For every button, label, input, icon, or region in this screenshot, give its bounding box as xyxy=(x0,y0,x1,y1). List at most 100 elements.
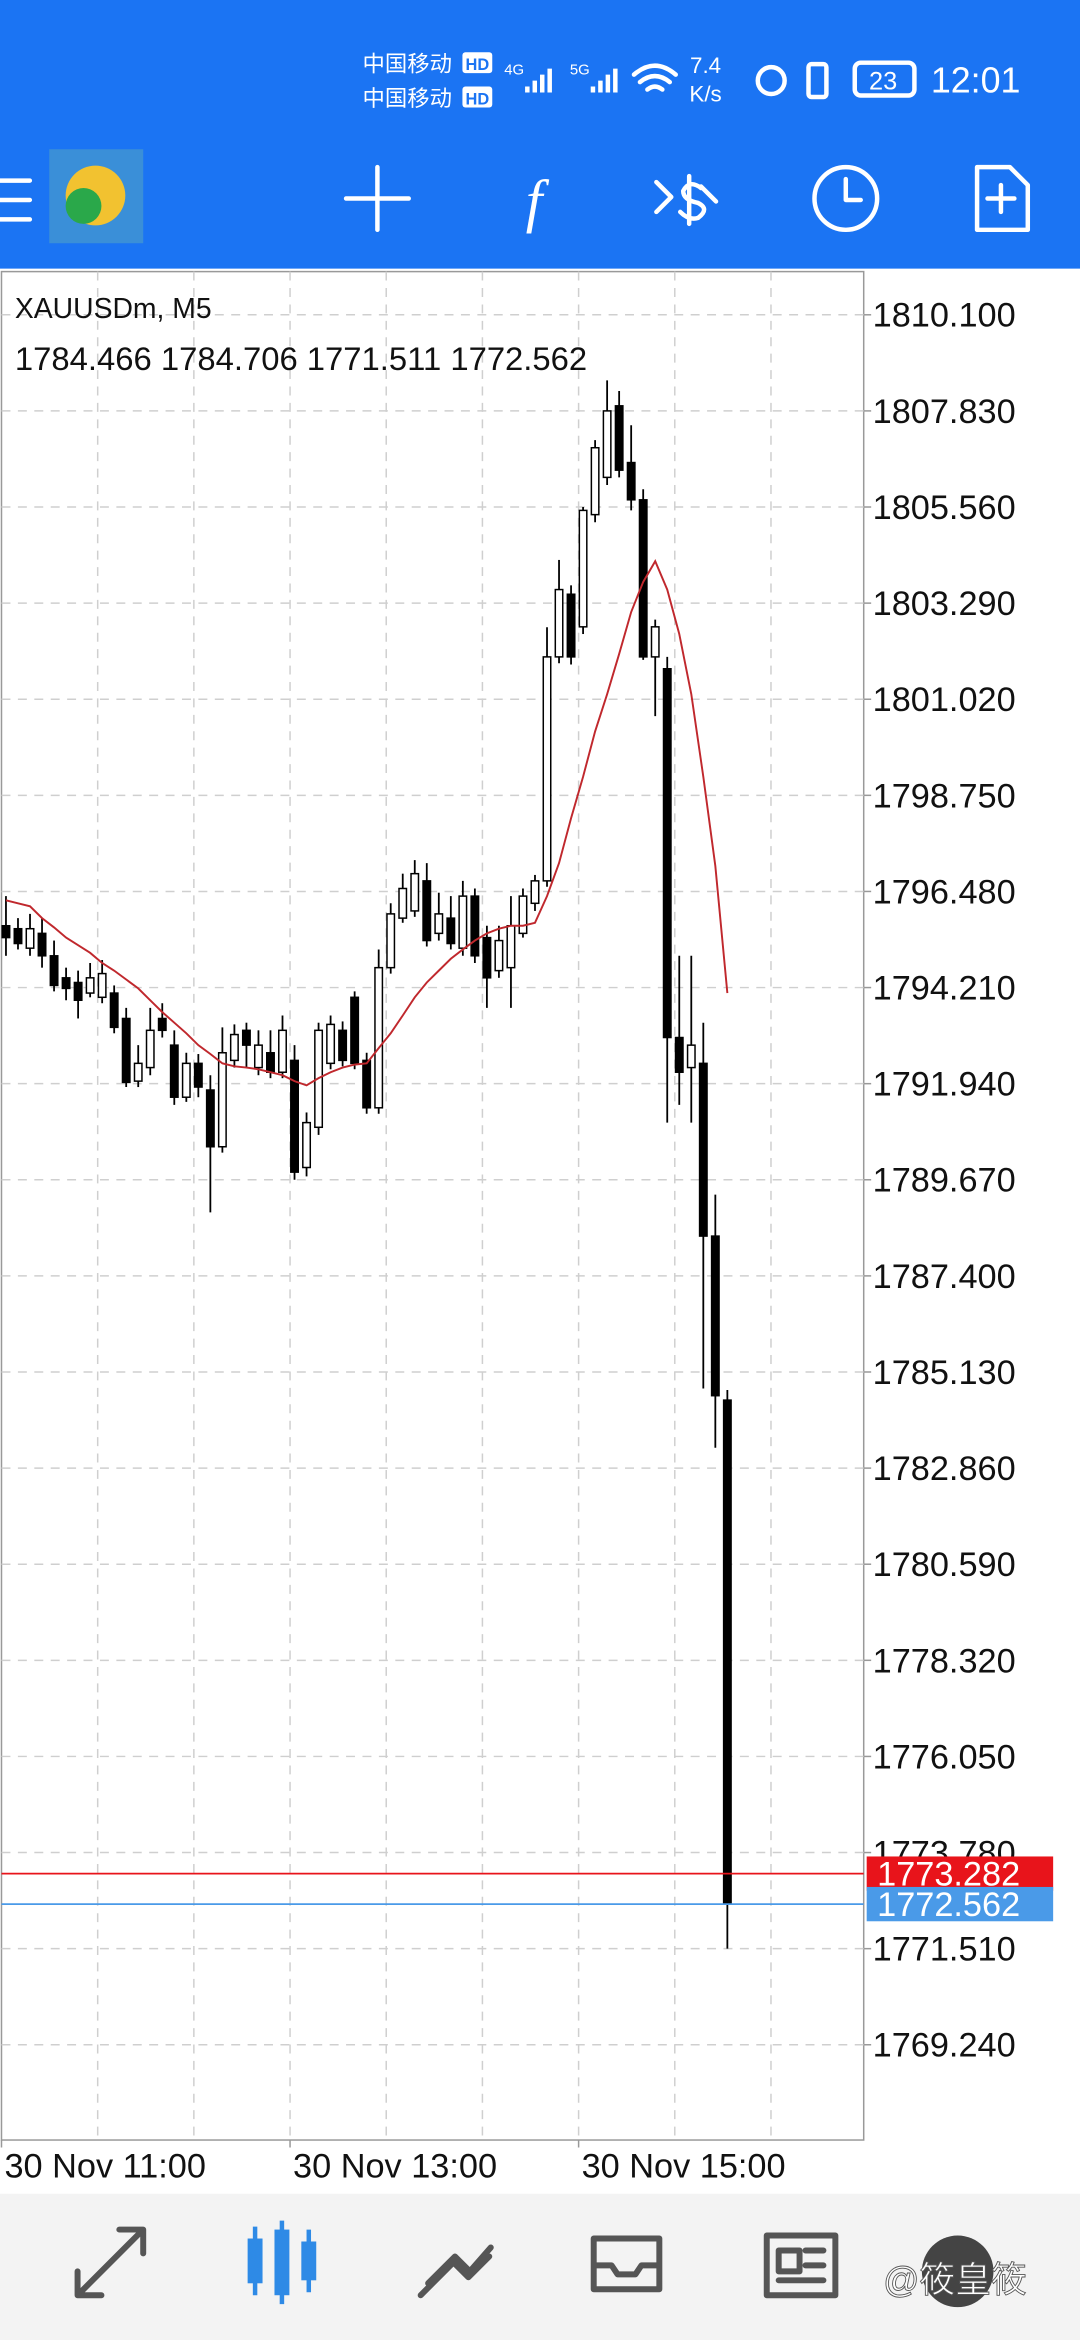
candle-body xyxy=(278,1029,287,1073)
watermark: @筱皇筱 xyxy=(883,2260,1027,2300)
ohlc-value: 1784.706 xyxy=(161,340,298,377)
candle-body xyxy=(193,1062,203,1088)
trade-button[interactable] xyxy=(654,173,719,227)
network-type: 4G xyxy=(504,62,524,79)
chart-tab[interactable] xyxy=(247,2220,317,2305)
candle-body xyxy=(638,499,648,658)
candle-body xyxy=(626,461,636,501)
candle-body xyxy=(398,887,408,919)
candle-body xyxy=(290,1059,299,1173)
candle-body xyxy=(157,1017,167,1032)
history-hands xyxy=(843,176,863,203)
net-speed: 7.4 xyxy=(690,53,721,78)
candle-body xyxy=(362,1059,372,1109)
y-tick-label: 1776.050 xyxy=(873,1738,1016,1776)
vibrate-icon xyxy=(806,61,829,100)
hd-badge: HD xyxy=(465,56,489,74)
candle-body xyxy=(145,1029,155,1069)
candle-body xyxy=(602,410,612,479)
news-tab[interactable] xyxy=(763,2232,839,2299)
candle-body xyxy=(181,1062,191,1098)
marks xyxy=(1,380,864,1949)
candle-body xyxy=(109,992,119,1029)
quotes-tab[interactable] xyxy=(74,2226,147,2299)
candle-body xyxy=(710,1235,720,1397)
candle-body xyxy=(470,895,480,957)
hd-badge-bg xyxy=(462,86,493,108)
candle-body xyxy=(410,872,420,912)
candle-body xyxy=(326,1023,336,1065)
y-tick-label: 1771.510 xyxy=(873,1931,1016,1969)
bottom-nav-bg xyxy=(0,2193,1080,2340)
y-tick-label: 1780.590 xyxy=(873,1546,1016,1584)
candle-body xyxy=(350,996,360,1065)
candle-body xyxy=(494,939,504,972)
hd-badge: HD xyxy=(465,90,489,108)
y-tick-label: 1778.320 xyxy=(873,1642,1016,1680)
candle-body xyxy=(1,924,11,939)
candle-body xyxy=(698,1062,708,1237)
trade-tab[interactable] xyxy=(417,2244,494,2299)
candle-body xyxy=(614,405,624,471)
carrier: 中国移动 xyxy=(362,86,451,111)
candle-body xyxy=(338,1029,348,1062)
chart: 1810.100 1807.830 1805.560 1803.290 1801.020… xyxy=(0,270,1054,2185)
candle-body xyxy=(506,924,516,969)
candle-body xyxy=(25,927,35,949)
candle-body xyxy=(73,981,83,1002)
grid xyxy=(0,271,864,2148)
candle-body xyxy=(530,880,540,905)
candle-body xyxy=(590,446,600,516)
candle-body xyxy=(554,588,564,658)
carrier: 中国移动 xyxy=(362,52,451,77)
y-tick-label: 1807.830 xyxy=(873,393,1016,431)
alarm-icon xyxy=(755,64,787,97)
bottom-nav: @筱皇筱 xyxy=(0,2193,1080,2340)
y-tick-label: 1805.560 xyxy=(873,489,1016,527)
y-tick-label: 1803.290 xyxy=(873,585,1016,623)
toolbar: f xyxy=(0,149,1031,244)
candle-body xyxy=(722,1399,732,1905)
history-button[interactable] xyxy=(812,164,880,233)
crosshair-button[interactable] xyxy=(343,164,411,233)
y-tick-label: 1796.480 xyxy=(873,873,1016,911)
candle-body xyxy=(253,1044,263,1069)
new-order-button[interactable] xyxy=(974,164,1031,233)
candle-body xyxy=(266,1052,275,1073)
plot-frame xyxy=(0,270,865,2141)
battery-icon xyxy=(852,60,917,98)
y-tick-label: 1787.400 xyxy=(873,1258,1016,1296)
candle-body xyxy=(578,509,588,628)
candle-body xyxy=(434,913,444,935)
candle-body xyxy=(229,1033,239,1062)
history-tab[interactable] xyxy=(590,2235,663,2293)
network-type: 5G xyxy=(570,62,590,79)
y-tick-label: 1789.670 xyxy=(873,1162,1016,1200)
price-label-bg xyxy=(866,1856,1054,1891)
candle-body xyxy=(686,1044,696,1069)
net-speed-unit: K/s xyxy=(689,81,721,106)
candle-body xyxy=(386,913,396,969)
app-logo-mark xyxy=(65,188,102,224)
moving-average xyxy=(5,559,729,1087)
candle-body xyxy=(542,656,552,882)
candle-body xyxy=(169,1044,179,1098)
battery-level: 23 xyxy=(869,68,897,96)
candle-body xyxy=(133,1062,143,1082)
menu-button[interactable] xyxy=(0,178,33,222)
price-label-bg xyxy=(866,1886,1054,1922)
candle-body xyxy=(49,955,59,987)
x-tick-label: 30 Nov 13:00 xyxy=(293,2147,497,2185)
candle-body xyxy=(121,1017,131,1084)
clock: 12:01 xyxy=(931,61,1021,101)
ohlc-value: 1784.466 xyxy=(15,340,152,377)
candle-body xyxy=(37,932,47,957)
y-tick-label: 1798.750 xyxy=(873,777,1016,815)
candle-body xyxy=(650,626,660,658)
candle-body xyxy=(518,895,528,935)
y-tick-label: 1791.940 xyxy=(873,1066,1016,1104)
candle-body xyxy=(13,927,23,945)
candle-body xyxy=(241,1029,251,1046)
